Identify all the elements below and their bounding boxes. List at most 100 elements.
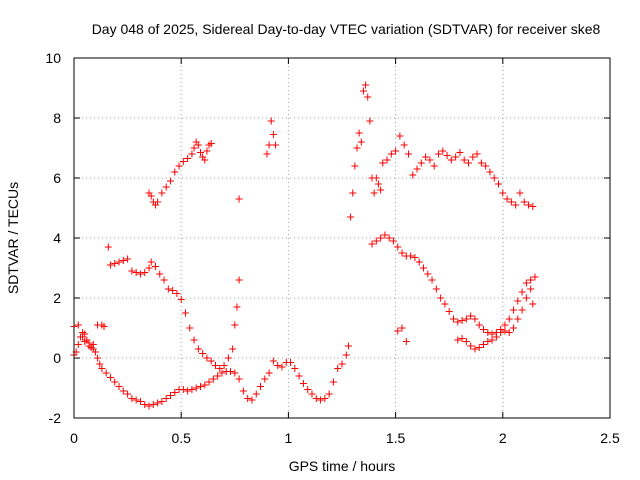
data-point [520, 198, 528, 206]
data-point [368, 240, 376, 248]
data-point [522, 279, 530, 287]
data-point [267, 117, 275, 125]
data-point [119, 257, 127, 264]
data-point [235, 375, 243, 383]
data-point [154, 198, 162, 206]
data-point [295, 372, 303, 380]
data-point [158, 189, 166, 197]
data-point [404, 150, 412, 158]
data-point [272, 141, 280, 149]
data-point [396, 132, 404, 140]
data-point [460, 156, 468, 164]
x-axis-label: GPS time / hours [289, 458, 396, 474]
data-point [231, 321, 239, 329]
data-point [344, 342, 352, 350]
data-point [394, 327, 402, 335]
data-point [166, 177, 174, 185]
data-point [173, 290, 181, 297]
data-point [458, 317, 466, 324]
data-point [351, 162, 359, 170]
data-point [147, 258, 155, 266]
data-point [488, 330, 496, 338]
data-point [192, 384, 200, 392]
data-point [475, 344, 483, 351]
series-arc-low-3 [394, 285, 537, 353]
data-point [81, 338, 89, 345]
data-point [381, 231, 389, 239]
data-point [342, 351, 350, 359]
data-point [445, 308, 453, 315]
data-point [235, 195, 243, 203]
data-point [527, 276, 535, 284]
data-point [488, 336, 496, 344]
y-tick-label: 10 [45, 50, 61, 66]
data-point [188, 386, 196, 393]
data-point [449, 315, 457, 323]
data-point [334, 365, 342, 372]
data-point [229, 345, 237, 353]
data-point [160, 276, 168, 284]
data-point [252, 390, 260, 398]
data-point [158, 398, 166, 405]
data-point [501, 327, 509, 335]
data-point [353, 144, 361, 152]
data-point [475, 321, 483, 329]
data-point [287, 359, 295, 366]
data-point [477, 159, 485, 167]
data-point [434, 150, 442, 158]
data-point [389, 237, 397, 245]
data-point [132, 269, 140, 276]
data-point [299, 380, 307, 387]
data-point [321, 395, 329, 402]
data-point [529, 203, 537, 210]
data-point [179, 386, 187, 393]
series-arc-mid-3 [368, 231, 539, 338]
data-point [415, 258, 423, 266]
data-point [467, 342, 475, 350]
series-arc-low-1 [70, 329, 352, 410]
data-point [362, 81, 370, 89]
data-point [394, 243, 402, 251]
data-point [186, 324, 194, 332]
data-point [458, 335, 466, 342]
data-point [233, 303, 241, 311]
data-point [154, 399, 162, 407]
data-point [151, 263, 159, 270]
data-point [164, 285, 172, 293]
y-tick-label: 6 [53, 170, 61, 186]
tick-labels: 0 0.5 1 1.5 2 2.5 -2 0 2 4 6 8 10 [45, 50, 620, 446]
data-point [169, 287, 177, 294]
data-point [85, 339, 93, 347]
data-point [265, 141, 273, 149]
data-point [194, 345, 202, 353]
data-point [224, 354, 232, 362]
data-point [188, 150, 196, 158]
data-point [162, 395, 170, 402]
data-point [329, 378, 337, 386]
data-point [447, 156, 455, 164]
grid-lines [74, 58, 610, 418]
data-point [128, 395, 136, 402]
series-arc-high-3 [347, 81, 537, 221]
data-point [398, 324, 406, 332]
data-point [98, 365, 106, 372]
data-point [439, 147, 447, 155]
data-point [432, 285, 440, 293]
y-tick-label: 4 [53, 230, 61, 246]
data-point [490, 174, 498, 182]
data-point [441, 300, 449, 308]
data-point [207, 140, 215, 147]
data-point [136, 270, 144, 278]
data-point [484, 338, 492, 345]
data-point [119, 387, 127, 395]
data-point [216, 365, 224, 372]
data-point [413, 165, 421, 173]
data-point [74, 321, 82, 329]
data-point [100, 323, 108, 330]
data-point [269, 131, 277, 138]
data-point [484, 329, 492, 336]
data-point [205, 378, 213, 386]
data-point [89, 341, 97, 348]
data-point [181, 309, 189, 317]
data-point [291, 365, 299, 372]
